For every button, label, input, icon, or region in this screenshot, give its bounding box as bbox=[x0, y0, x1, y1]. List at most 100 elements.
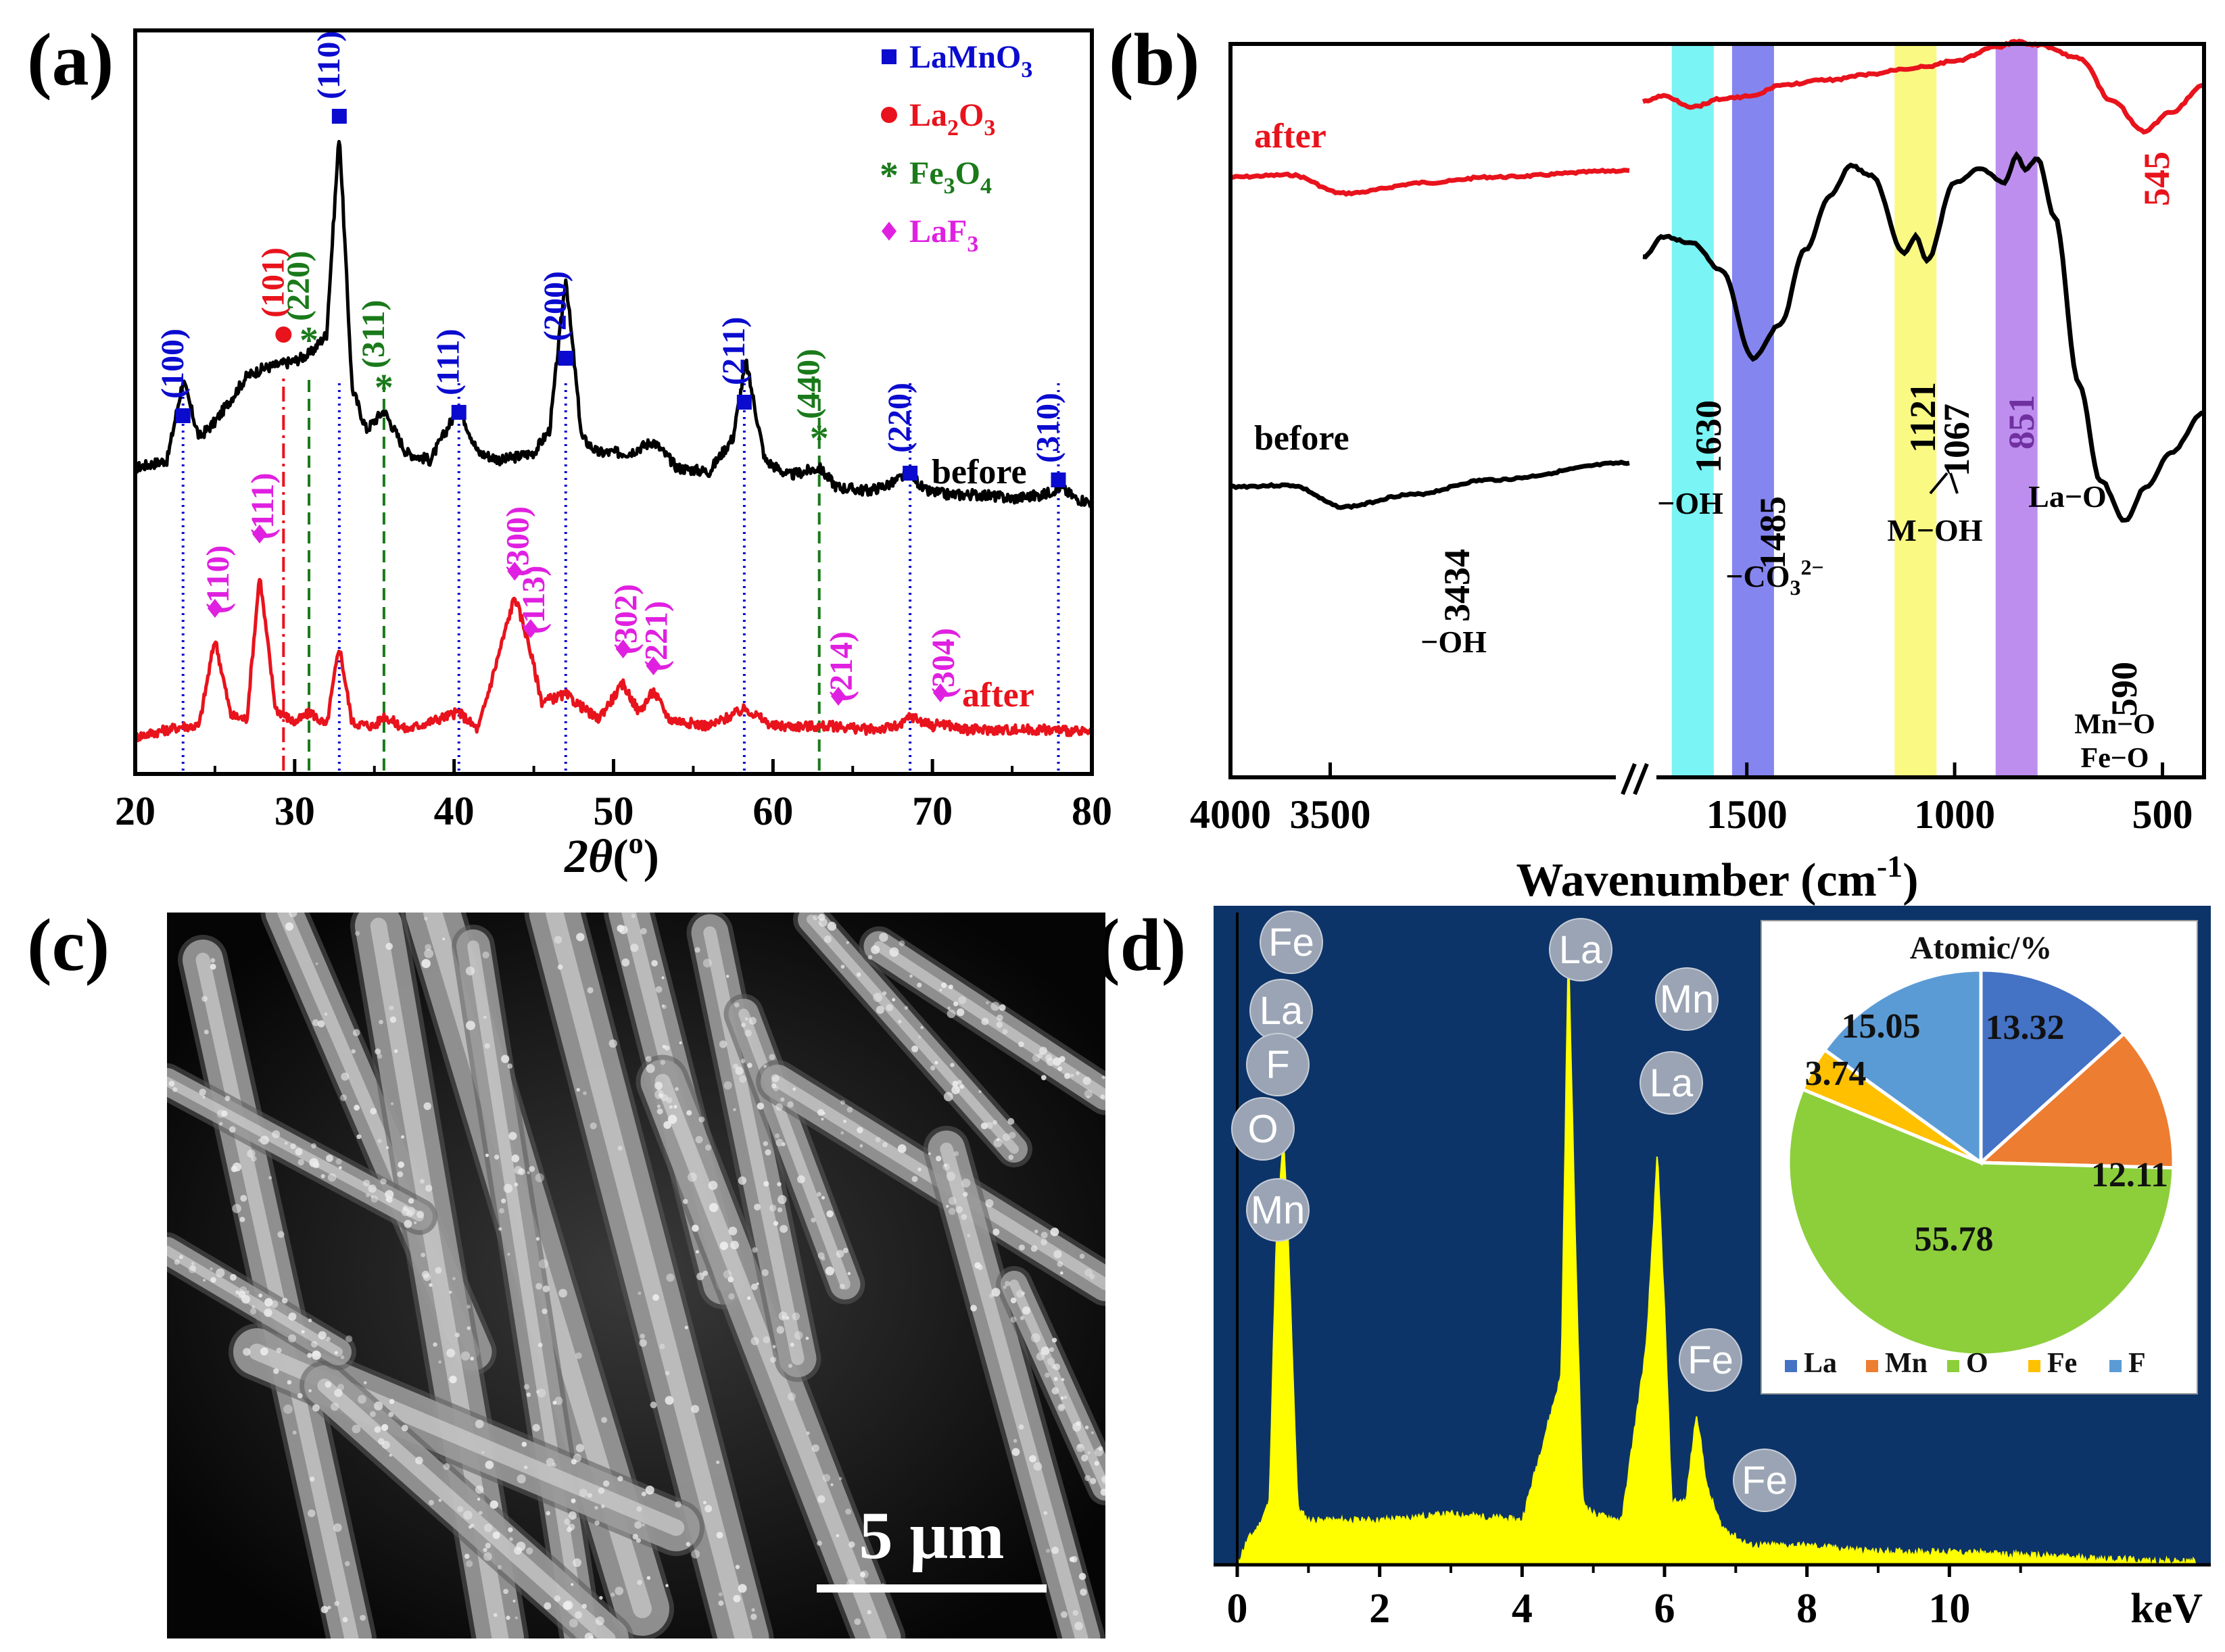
sem-particle bbox=[825, 1266, 834, 1276]
xrd-peak-label: (113) bbox=[516, 566, 552, 634]
sem-particle bbox=[977, 1265, 983, 1270]
square-marker bbox=[175, 408, 191, 423]
sem-particle bbox=[790, 1342, 794, 1347]
diamond-marker bbox=[831, 687, 846, 706]
sem-particle bbox=[457, 1506, 464, 1513]
eds-peak-bubble bbox=[1260, 910, 1323, 974]
square-marker bbox=[882, 49, 896, 64]
sem-particle bbox=[703, 1501, 707, 1505]
eds-peak-label: Fe bbox=[1268, 921, 1314, 965]
sem-particle bbox=[1074, 1622, 1083, 1630]
sem-particle bbox=[661, 1004, 665, 1008]
sem-particle bbox=[780, 1225, 788, 1233]
star-marker: * bbox=[810, 418, 829, 460]
sem-particle bbox=[632, 1534, 638, 1540]
sem-particle bbox=[805, 1336, 809, 1340]
xrd-tick-label: 20 bbox=[115, 789, 155, 833]
sem-particle bbox=[997, 1014, 1003, 1021]
ftir-peak-label: 590 bbox=[2104, 662, 2145, 716]
sem-particle bbox=[879, 933, 888, 942]
sem-particle bbox=[1076, 1071, 1080, 1075]
sem-particle bbox=[661, 1094, 669, 1102]
sem-particle bbox=[312, 1351, 321, 1360]
sem-particle bbox=[571, 1583, 574, 1586]
sem-particle bbox=[882, 1142, 888, 1148]
sem-particle bbox=[1051, 1547, 1059, 1554]
sem-particle bbox=[508, 1527, 513, 1532]
sem-particle bbox=[498, 1227, 502, 1231]
ftir-peak-label: 3434 bbox=[1437, 549, 1477, 622]
sem-particle bbox=[292, 1430, 297, 1435]
sem-particle bbox=[702, 1270, 708, 1276]
eds-peak-label: Mn bbox=[1251, 1188, 1306, 1232]
sem-particle bbox=[1089, 1273, 1095, 1280]
sem-particle bbox=[856, 972, 861, 977]
sem-particle bbox=[886, 1004, 894, 1012]
sem-particle bbox=[957, 1008, 965, 1017]
sem-particle bbox=[511, 1155, 520, 1163]
eds-peak-label: O bbox=[1247, 1107, 1278, 1151]
sem-fiber bbox=[467, 940, 588, 1638]
sem-particle bbox=[463, 1510, 473, 1520]
sem-particle bbox=[750, 1613, 757, 1620]
sem-particle bbox=[981, 1017, 989, 1025]
sem-particle bbox=[1077, 1443, 1082, 1449]
panel-label-d: (d) bbox=[1095, 904, 1186, 986]
sem-particle bbox=[650, 1401, 657, 1409]
sem-particle bbox=[1059, 1404, 1065, 1410]
sem-particle bbox=[1070, 1073, 1074, 1077]
sem-particle bbox=[1034, 1230, 1038, 1234]
sem-particle bbox=[718, 1600, 724, 1606]
sem-particle bbox=[251, 1156, 257, 1162]
sem-particle bbox=[499, 1208, 504, 1214]
sem-particle bbox=[939, 988, 942, 992]
diamond-marker bbox=[932, 683, 948, 702]
sem-particle bbox=[656, 1108, 663, 1115]
sem-particle bbox=[594, 1505, 598, 1510]
sem-particle bbox=[178, 1255, 183, 1259]
sem-particle bbox=[229, 1126, 236, 1133]
sem-particle bbox=[390, 1102, 394, 1106]
sem-particle bbox=[911, 1175, 918, 1182]
sem-particle bbox=[654, 1082, 663, 1090]
ftir-curves bbox=[1230, 39, 2205, 523]
sem-particle bbox=[665, 1396, 674, 1405]
eds-peak-label: Fe bbox=[1742, 1459, 1788, 1503]
sem-particle bbox=[290, 1143, 296, 1150]
sem-particle bbox=[892, 998, 896, 1002]
sem-particle bbox=[297, 1159, 304, 1166]
sem-particle bbox=[757, 1102, 765, 1110]
sem-particle bbox=[917, 1167, 922, 1171]
sem-particle bbox=[948, 1208, 956, 1215]
sem-particle bbox=[1037, 1052, 1043, 1059]
sem-particle bbox=[992, 1228, 1000, 1236]
sem-particle bbox=[955, 1206, 963, 1213]
sem-particle bbox=[337, 1384, 345, 1391]
sem-particle bbox=[335, 1158, 342, 1165]
sem-particle bbox=[389, 1016, 397, 1023]
sem-particle bbox=[846, 1107, 853, 1113]
ftir-band bbox=[1894, 45, 1937, 776]
sem-particle bbox=[363, 1180, 370, 1187]
sem-particle bbox=[771, 1074, 780, 1082]
ftir-series-after bbox=[1230, 167, 1630, 197]
sem-particle bbox=[539, 1259, 548, 1269]
sem-particle bbox=[792, 1087, 796, 1091]
sem-particle bbox=[483, 1015, 487, 1019]
sem-particle bbox=[917, 1036, 922, 1039]
sem-particle bbox=[599, 1596, 603, 1600]
sem-particle bbox=[425, 1184, 433, 1192]
sem-particle bbox=[1040, 1238, 1047, 1246]
xrd-peak-label: (440) bbox=[791, 349, 827, 419]
sem-particle bbox=[381, 1440, 390, 1449]
sem-particle bbox=[740, 1059, 746, 1064]
eds-peak-labels: Fe La FO Mn La Mn La Fe Fe bbox=[1231, 910, 1796, 1512]
pie-legend-swatch bbox=[2028, 1360, 2040, 1372]
sem-particle bbox=[761, 1269, 769, 1277]
sem-particle bbox=[842, 1248, 848, 1253]
sem-particle bbox=[1011, 1448, 1020, 1456]
pie-legend-label: O bbox=[1966, 1348, 1988, 1379]
sem-particle bbox=[646, 1064, 655, 1073]
sem-particle bbox=[1098, 1446, 1103, 1451]
sem-particle bbox=[281, 1297, 288, 1304]
